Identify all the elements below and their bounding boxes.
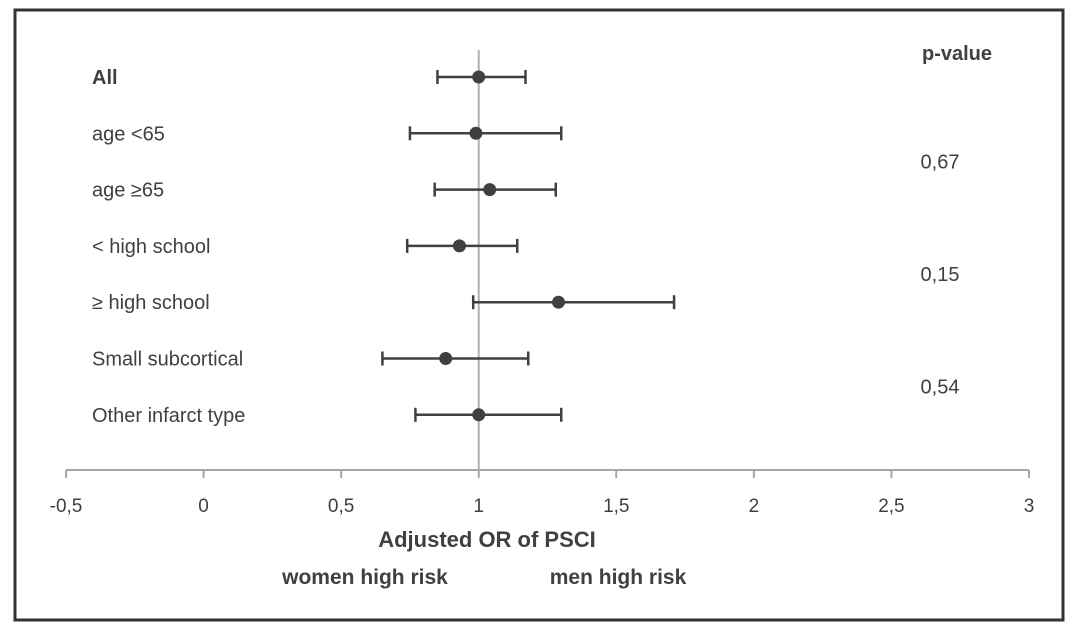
x-tick-label: 0 bbox=[198, 496, 209, 517]
x-axis-ticks: -0,5 0 0,5 1 1,5 2 2,5 3 bbox=[50, 470, 1035, 517]
point-estimate-marker bbox=[552, 295, 566, 309]
x-tick-label: 3 bbox=[1024, 496, 1035, 517]
forest-row: All bbox=[92, 67, 527, 89]
row-label: age ≥65 bbox=[92, 180, 164, 202]
figure-frame bbox=[13, 8, 1065, 622]
pvalue-label: 0,15 bbox=[921, 264, 960, 286]
forest-rows: All age <65 age ≥65 < high school ≥ high sch… bbox=[92, 67, 676, 427]
row-label: age <65 bbox=[92, 123, 165, 145]
row-label: ≥ high school bbox=[92, 292, 210, 314]
row-label: < high school bbox=[92, 236, 210, 258]
x-tick-label: 0,5 bbox=[328, 496, 354, 517]
men-high-risk-label: men high risk bbox=[550, 566, 687, 589]
forest-row: < high school bbox=[92, 236, 519, 258]
x-tick-label: 2,5 bbox=[878, 496, 904, 517]
x-tick-label: 1,5 bbox=[603, 496, 629, 517]
pvalue-column: 0,67 0,15 0,54 bbox=[921, 151, 960, 398]
pvalue-header: p-value bbox=[922, 43, 992, 65]
pvalue-label: 0,54 bbox=[921, 377, 960, 399]
forest-row: Other infarct type bbox=[92, 405, 563, 427]
x-tick-label: -0,5 bbox=[50, 496, 83, 517]
forest-row: ≥ high school bbox=[92, 292, 676, 314]
row-label: All bbox=[92, 67, 118, 89]
point-estimate-marker bbox=[483, 183, 497, 197]
forest-row: age ≥65 bbox=[92, 180, 558, 202]
x-axis-title: Adjusted OR of PSCI bbox=[378, 527, 596, 552]
row-label: Small subcortical bbox=[92, 349, 243, 371]
point-estimate-marker bbox=[472, 70, 486, 84]
point-estimate-marker bbox=[469, 126, 483, 140]
x-tick-label: 2 bbox=[749, 496, 760, 517]
forest-row: Small subcortical bbox=[92, 349, 530, 371]
x-tick-label: 1 bbox=[473, 496, 484, 517]
point-estimate-marker bbox=[439, 352, 453, 365]
point-estimate-marker bbox=[452, 239, 466, 253]
forest-row: age <65 bbox=[92, 123, 563, 145]
row-label: Other infarct type bbox=[92, 405, 245, 427]
pvalue-label: 0,67 bbox=[921, 151, 960, 173]
women-high-risk-label: women high risk bbox=[281, 566, 448, 589]
point-estimate-marker bbox=[472, 408, 486, 422]
